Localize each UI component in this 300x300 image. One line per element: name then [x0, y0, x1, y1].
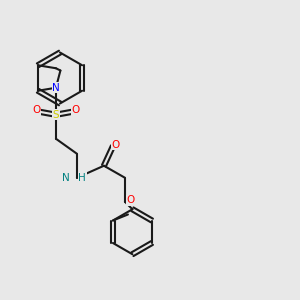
Text: O: O — [112, 140, 120, 150]
Text: N: N — [52, 83, 60, 93]
Text: H: H — [78, 173, 86, 183]
Text: O: O — [32, 105, 40, 115]
Text: N: N — [62, 173, 69, 183]
Text: S: S — [52, 110, 59, 120]
Text: O: O — [126, 195, 134, 205]
Text: O: O — [71, 105, 80, 115]
